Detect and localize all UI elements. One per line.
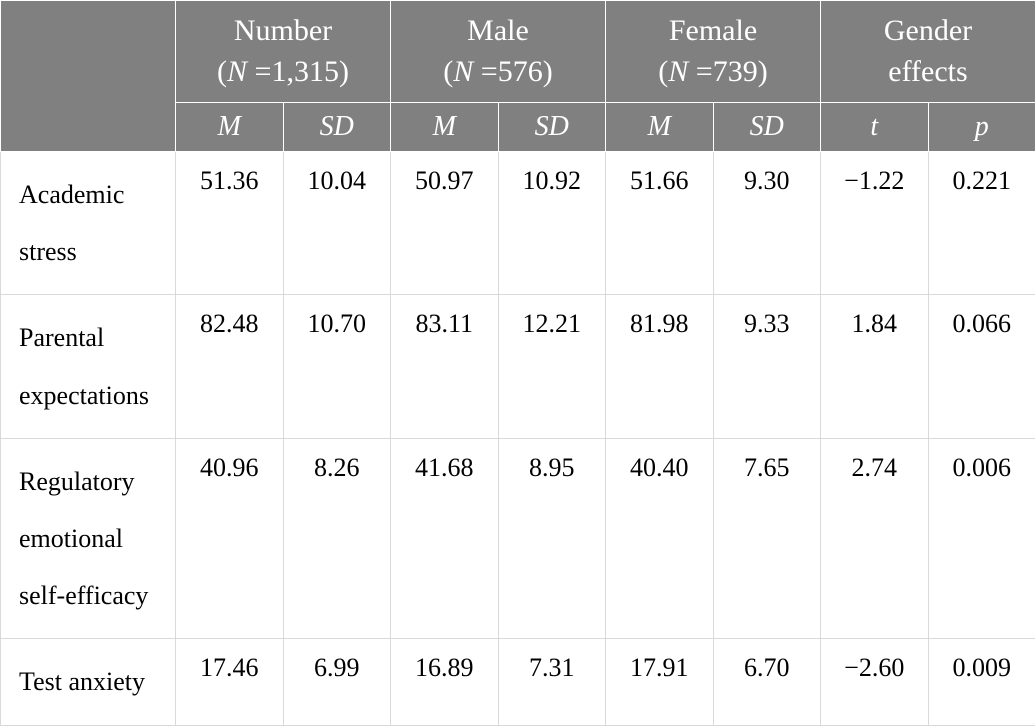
group-subtitle: effects	[888, 55, 967, 88]
cell: 0.221	[928, 152, 1035, 295]
cell: 7.65	[713, 438, 821, 639]
header-group-female: Female (N =739)	[606, 1, 821, 103]
cell: 0.066	[928, 295, 1035, 438]
cell: 2.74	[821, 438, 929, 639]
cell: 40.96	[176, 438, 284, 639]
cell: 10.92	[498, 152, 606, 295]
cell: 8.26	[283, 438, 391, 639]
header-corner	[1, 1, 176, 152]
cell: 10.70	[283, 295, 391, 438]
header-group-number: Number (N =1,315)	[176, 1, 391, 103]
row-label: Academic stress	[1, 152, 176, 295]
cell: 0.006	[928, 438, 1035, 639]
cell: 40.40	[606, 438, 714, 639]
cell: 41.68	[391, 438, 499, 639]
cell: 12.21	[498, 295, 606, 438]
cell: 10.04	[283, 152, 391, 295]
header-group-gender-effects: Gender effects	[821, 1, 1035, 103]
group-n-var: N	[453, 55, 473, 88]
cell: 17.91	[606, 639, 714, 725]
stats-table: Number (N =1,315) Male (N =576) Female (…	[0, 0, 1035, 726]
cell: 82.48	[176, 295, 284, 438]
cell: 6.99	[283, 639, 391, 725]
cell: 51.36	[176, 152, 284, 295]
cell: 16.89	[391, 639, 499, 725]
cell: 17.46	[176, 639, 284, 725]
stats-table-container: Number (N =1,315) Male (N =576) Female (…	[0, 0, 1035, 644]
group-n-open: (	[443, 55, 453, 88]
table-body: Academic stress 51.36 10.04 50.97 10.92 …	[1, 152, 1035, 726]
cell: 81.98	[606, 295, 714, 438]
table-row: Regulatory emotional self-efficacy 40.96…	[1, 438, 1035, 639]
cell: 8.95	[498, 438, 606, 639]
group-n-suffix: =739)	[688, 55, 767, 88]
group-title: Number	[234, 14, 332, 47]
cell: 50.97	[391, 152, 499, 295]
group-n-var: N	[227, 55, 247, 88]
sub-head: SD	[283, 103, 391, 152]
cell: 6.70	[713, 639, 821, 725]
cell: 9.33	[713, 295, 821, 438]
sub-head: SD	[498, 103, 606, 152]
row-label: Test anxiety	[1, 639, 176, 725]
sub-head: M	[176, 103, 284, 152]
sub-head: M	[391, 103, 499, 152]
group-title: Male	[467, 14, 529, 47]
group-title: Gender	[884, 14, 972, 47]
cell: 0.009	[928, 639, 1035, 725]
table-row: Parental expectations 82.48 10.70 83.11 …	[1, 295, 1035, 438]
cell: 83.11	[391, 295, 499, 438]
sub-head: M	[606, 103, 714, 152]
cell: −1.22	[821, 152, 929, 295]
group-n-var: N	[668, 55, 688, 88]
group-n-open: (	[217, 55, 227, 88]
row-label: Regulatory emotional self-efficacy	[1, 438, 176, 639]
group-title: Female	[669, 14, 757, 47]
header-group-male: Male (N =576)	[391, 1, 606, 103]
cell: 1.84	[821, 295, 929, 438]
table-row: Academic stress 51.36 10.04 50.97 10.92 …	[1, 152, 1035, 295]
header-row-groups: Number (N =1,315) Male (N =576) Female (…	[1, 1, 1035, 103]
cell: 9.30	[713, 152, 821, 295]
group-n-suffix: =576)	[473, 55, 552, 88]
sub-head: p	[928, 103, 1035, 152]
sub-head: t	[821, 103, 929, 152]
group-n-open: (	[658, 55, 668, 88]
cell: 7.31	[498, 639, 606, 725]
cell: 51.66	[606, 152, 714, 295]
sub-head: SD	[713, 103, 821, 152]
group-n-suffix: =1,315)	[247, 55, 349, 88]
row-label: Parental expectations	[1, 295, 176, 438]
cell: −2.60	[821, 639, 929, 725]
table-row: Test anxiety 17.46 6.99 16.89 7.31 17.91…	[1, 639, 1035, 725]
